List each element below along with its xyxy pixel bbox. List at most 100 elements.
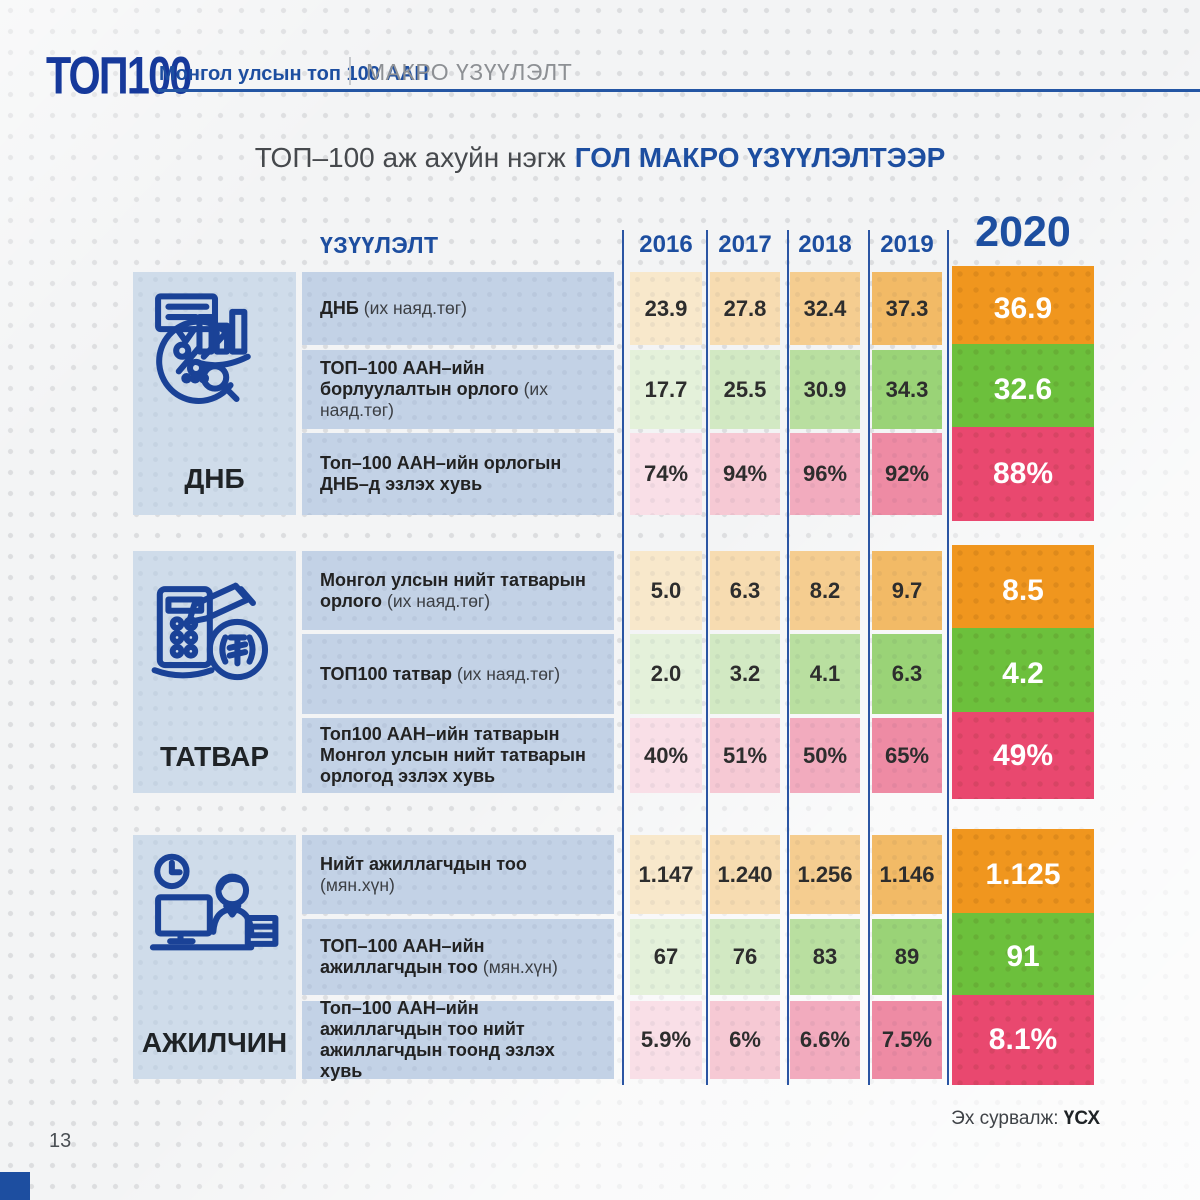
value-cell: 37.3 bbox=[872, 272, 942, 345]
indicator-label: Топ–100 ААН–ийн ажиллагчдын тоо нийт ажи… bbox=[302, 998, 614, 1081]
indicator-label-note: (их наяд.төг) bbox=[363, 298, 467, 319]
value-cell: 65% bbox=[872, 718, 942, 793]
value-cell: 17.7 bbox=[630, 350, 702, 429]
header-section-label: МАКРО ҮЗҮҮЛЭЛТ bbox=[366, 59, 573, 85]
value-cell: 23.9 bbox=[630, 272, 702, 345]
corner-square bbox=[0, 1172, 30, 1200]
section-panel-ajilchin: АЖИЛЧИН bbox=[133, 835, 296, 1079]
value-cell: 6.3 bbox=[710, 551, 780, 630]
value-cell: 5.0 bbox=[630, 551, 702, 630]
table-row: ТОП–100 ААН–ийн борлуулалтын орлого (их … bbox=[0, 344, 1200, 435]
page-title-prefix: ТОП–100 аж ахуйн нэгж bbox=[254, 142, 566, 173]
year-header-2018: 2018 bbox=[798, 231, 852, 258]
column-rule bbox=[868, 230, 870, 1085]
indicator-label: Топ100 ААН–ийн татварын Монгол улсын ний… bbox=[302, 718, 614, 793]
source-value: ҮСХ bbox=[1063, 1108, 1100, 1129]
header-divider bbox=[349, 57, 351, 85]
indicator-label: ДНБ (их наяд.төг) bbox=[302, 272, 614, 345]
value-cell: 50% bbox=[790, 718, 860, 793]
indicator-label-bold: Нийт ажиллагчдын тоо bbox=[320, 853, 527, 874]
value-cell: 1.146 bbox=[872, 835, 942, 914]
year-header-2017: 2017 bbox=[718, 231, 772, 258]
value-cell-2020: 4.2 bbox=[952, 628, 1094, 720]
value-cell: 89 bbox=[872, 919, 942, 995]
value-cell-2020: 8.5 bbox=[952, 545, 1094, 636]
year-header-2019: 2019 bbox=[880, 231, 934, 258]
value-cell: 6% bbox=[710, 1001, 780, 1079]
value-cell: 40% bbox=[630, 718, 702, 793]
indicator-label-note: (их наяд.төг) bbox=[457, 663, 561, 684]
value-cell-2020: 32.6 bbox=[952, 344, 1094, 435]
value-cell-2020: 88% bbox=[952, 427, 1094, 521]
value-cell: 6.3 bbox=[872, 634, 942, 714]
value-cell: 8.2 bbox=[790, 551, 860, 630]
table-row: ТОП100 татвар (их наяд.төг) 2.0 3.2 4.1 … bbox=[0, 628, 1200, 720]
source-note: Эх сурвалж: ҮСХ bbox=[951, 1108, 1100, 1130]
value-cell: 30.9 bbox=[790, 350, 860, 429]
value-cell-2020: 1.125 bbox=[952, 829, 1094, 920]
indicator-column-header: ҮЗҮҮЛЭЛТ bbox=[320, 231, 439, 258]
page-number: 13 bbox=[49, 1130, 72, 1152]
section-name: ТАТВАР bbox=[160, 741, 269, 772]
table-row: Топ–100 ААН–ийн ажиллагчдын тоо нийт ажи… bbox=[0, 995, 1200, 1085]
value-cell: 32.4 bbox=[790, 272, 860, 345]
analytics-icon bbox=[154, 293, 251, 404]
value-cell: 1.256 bbox=[790, 835, 860, 914]
value-cell: 96% bbox=[790, 433, 860, 515]
indicator-label-note: (мян.хүн) bbox=[482, 957, 558, 977]
value-cell: 92% bbox=[872, 433, 942, 515]
value-cell: 74% bbox=[630, 433, 702, 515]
section-panel-tatvar: ТАТВАР bbox=[133, 551, 296, 793]
indicator-label-bold: Топ–100 ААН–ийн орлогын ДНБ–д эзлэх хувь bbox=[320, 453, 562, 494]
value-cell: 1.147 bbox=[630, 835, 702, 914]
workers-icon bbox=[149, 853, 278, 951]
column-rule bbox=[787, 230, 789, 1085]
value-cell-2020: 8.1% bbox=[952, 995, 1094, 1085]
value-cell: 27.8 bbox=[710, 272, 780, 345]
value-cell: 83 bbox=[790, 919, 860, 995]
indicator-label-note: (мян.хүн) bbox=[320, 874, 395, 895]
tax-icon bbox=[151, 582, 268, 681]
page-title: ТОП–100 аж ахуйн нэгж ГОЛ МАКРО ҮЗҮҮЛЭЛТЭ… bbox=[0, 142, 1200, 174]
table-row: ТОП–100 ААН–ийн ажиллагчдын тоо (мян.хүн… bbox=[0, 913, 1200, 1001]
table-row: Топ100 ААН–ийн татварын Монгол улсын ний… bbox=[0, 712, 1200, 799]
value-cell: 67 bbox=[630, 919, 702, 995]
indicator-label-bold: ТОП100 татвар bbox=[320, 663, 452, 684]
value-cell: 3.2 bbox=[710, 634, 780, 714]
page-title-highlight: ГОЛ МАКРО ҮЗҮҮЛЭЛТЭЭР bbox=[574, 142, 946, 173]
value-cell: 7.5% bbox=[872, 1001, 942, 1079]
indicator-label-bold: ДНБ bbox=[320, 298, 359, 319]
indicator-label-bold: Топ100 ААН–ийн татварын Монгол улсын ний… bbox=[320, 724, 586, 786]
header-rule bbox=[158, 89, 1200, 92]
value-cell: 4.1 bbox=[790, 634, 860, 714]
indicator-label-note: (их наяд.төг) bbox=[387, 590, 491, 611]
source-label: Эх сурвалж: bbox=[951, 1108, 1059, 1129]
value-cell: 2.0 bbox=[630, 634, 702, 714]
section-name: АЖИЛЧИН bbox=[141, 1027, 288, 1058]
value-cell: 76 bbox=[710, 919, 780, 995]
section-name: ДНБ bbox=[184, 463, 245, 494]
indicator-label-bold: Топ–100 ААН–ийн ажиллагчдын тоо нийт ажи… bbox=[320, 998, 555, 1081]
indicator-label-bold: Монгол улсын нийт татварын орлого bbox=[320, 569, 586, 611]
value-cell: 9.7 bbox=[872, 551, 942, 630]
year-header-2020: 2020 bbox=[975, 207, 1071, 256]
value-cell: 5.9% bbox=[630, 1001, 702, 1079]
table-row: Нийт ажиллагчдын тоо (мян.хүн) 1.147 1.2… bbox=[0, 829, 1200, 920]
value-cell: 1.240 bbox=[710, 835, 780, 914]
value-cell-2020: 36.9 bbox=[952, 266, 1094, 351]
column-rule bbox=[622, 230, 624, 1085]
indicator-label: Монгол улсын нийт татварын орлого (их на… bbox=[302, 551, 614, 630]
indicator-label: Топ–100 ААН–ийн орлогын ДНБ–д эзлэх хувь bbox=[302, 433, 614, 515]
section-panel-dnb: ДНБ bbox=[133, 272, 296, 515]
value-cell: 34.3 bbox=[872, 350, 942, 429]
value-cell-2020: 49% bbox=[952, 712, 1094, 799]
header-subtitle: Монгол улсын топ 100 ААН bbox=[159, 63, 429, 85]
top100-logo: ТОП100 bbox=[46, 45, 192, 105]
table-row: Топ–100 ААН–ийн орлогын ДНБ–д эзлэх хувь… bbox=[0, 427, 1200, 521]
value-cell: 25.5 bbox=[710, 350, 780, 429]
indicator-label: ТОП–100 ААН–ийн борлуулалтын орлого (их … bbox=[302, 350, 614, 429]
value-cell: 51% bbox=[710, 718, 780, 793]
column-rule bbox=[947, 230, 949, 1085]
value-cell-2020: 91 bbox=[952, 913, 1094, 1001]
